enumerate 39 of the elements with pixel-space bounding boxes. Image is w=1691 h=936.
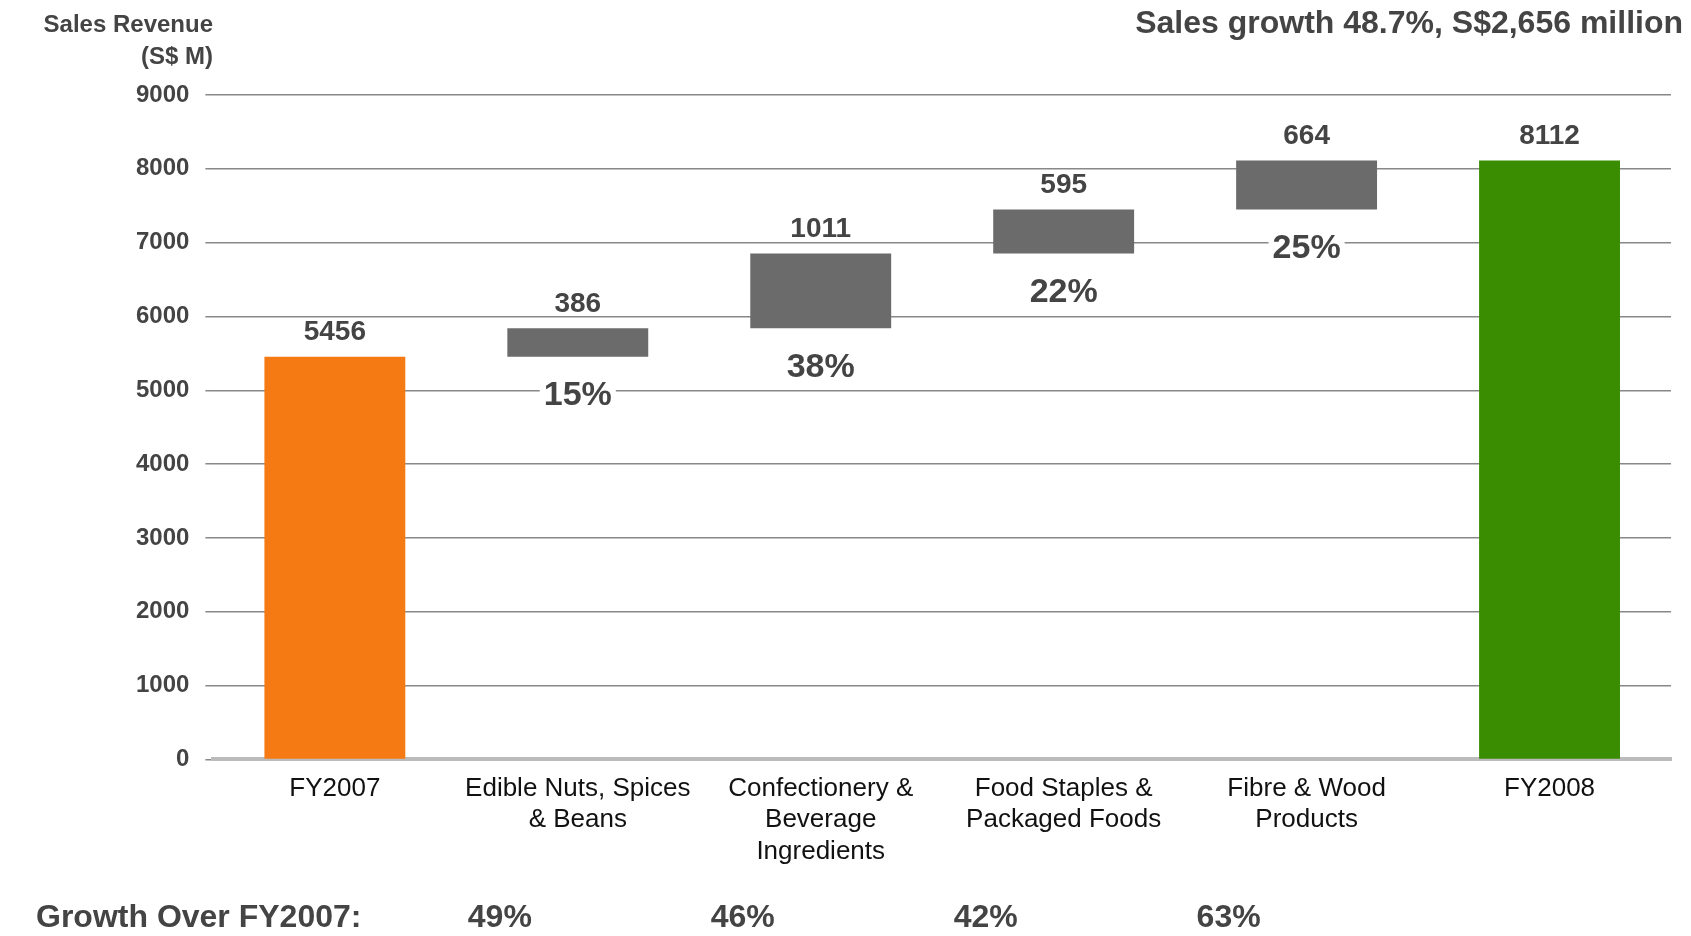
- bar: [1236, 160, 1378, 210]
- x-tick-label: Fibre & Wood Products: [1227, 772, 1386, 834]
- chart-title: Sales growth 48.7%, S$2,656 million: [1135, 4, 1683, 41]
- x-tick-label: Confectionery & Beverage Ingredients: [728, 772, 914, 865]
- y-tick-label: 2000: [136, 596, 190, 624]
- y-tick-label: 9000: [136, 79, 190, 107]
- bar: [264, 356, 406, 759]
- bar: [993, 209, 1135, 254]
- y-tick-label: 7000: [136, 227, 190, 255]
- annotation: 22%: [1029, 270, 1098, 309]
- data-label: 1011: [790, 212, 852, 244]
- x-tick-label: FY2008: [1503, 772, 1596, 803]
- data-label: 8112: [1519, 119, 1580, 151]
- x-tick-label: Food Staples & Packaged Foods: [966, 772, 1162, 834]
- data-label: 664: [1283, 119, 1331, 151]
- annotation: 15%: [543, 374, 612, 412]
- y-tick-label: 3000: [136, 522, 190, 550]
- text: 49%: [467, 897, 532, 934]
- y-tick-label: 0: [176, 744, 190, 772]
- x-tick-label: FY2007: [289, 772, 381, 803]
- data-label: 5456: [303, 315, 367, 347]
- text: 46%: [710, 897, 775, 934]
- text: 42%: [953, 897, 1018, 934]
- data-label: 386: [554, 286, 602, 318]
- x-tick-label: Edible Nuts, Spices & Beans: [465, 772, 691, 834]
- y-tick-label: 1000: [136, 670, 190, 698]
- y-tick-label: 6000: [136, 301, 190, 329]
- text: 63%: [1196, 897, 1261, 934]
- y-axis-title: Sales Revenue (S$ M): [42, 9, 213, 71]
- text: Growth Over FY2007:: [36, 897, 362, 934]
- y-tick-label: 8000: [136, 153, 190, 181]
- y-tick-label: 4000: [136, 448, 190, 476]
- bar: [750, 253, 892, 329]
- bar: [1479, 160, 1620, 759]
- data-label: 595: [1040, 168, 1088, 200]
- annotation: 38%: [786, 345, 855, 384]
- bar: [507, 328, 649, 357]
- annotation: 25%: [1272, 226, 1341, 265]
- y-tick-label: 5000: [136, 374, 190, 402]
